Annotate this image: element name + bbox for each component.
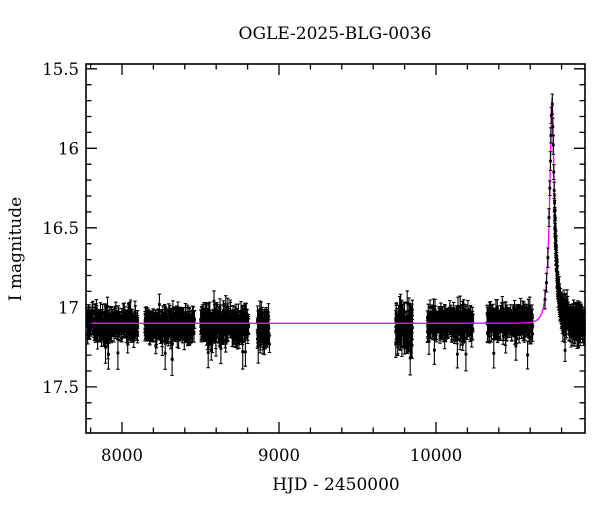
- axes-layer: 8000 9000 10000 15.5 16 16.5 17 17.5: [42, 60, 586, 465]
- plot-frame: [85, 63, 586, 434]
- model-curve-layer: [86, 97, 585, 324]
- microlensing-model-curve: [86, 97, 585, 324]
- y-tick-label: 16: [58, 139, 79, 158]
- baseline-data-points-layer: [85, 290, 535, 377]
- y-tick-label: 15.5: [42, 60, 79, 79]
- x-tick-label: 9000: [258, 446, 300, 465]
- x-axis-title: HJD - 2450000: [272, 475, 400, 495]
- photometry-points: [543, 102, 586, 352]
- plot-title: OGLE-2025-BLG-0036: [239, 24, 432, 44]
- y-tick-label: 17.5: [42, 378, 79, 397]
- y-tick-label: 16.5: [42, 219, 79, 238]
- x-tick-label: 8000: [101, 446, 143, 465]
- y-axis-title: I magnitude: [6, 197, 26, 301]
- photometry-points: [85, 299, 535, 361]
- x-tick-label: 10000: [410, 446, 463, 465]
- y-tick-label: 17: [58, 298, 79, 317]
- axis-ticks: [86, 64, 585, 433]
